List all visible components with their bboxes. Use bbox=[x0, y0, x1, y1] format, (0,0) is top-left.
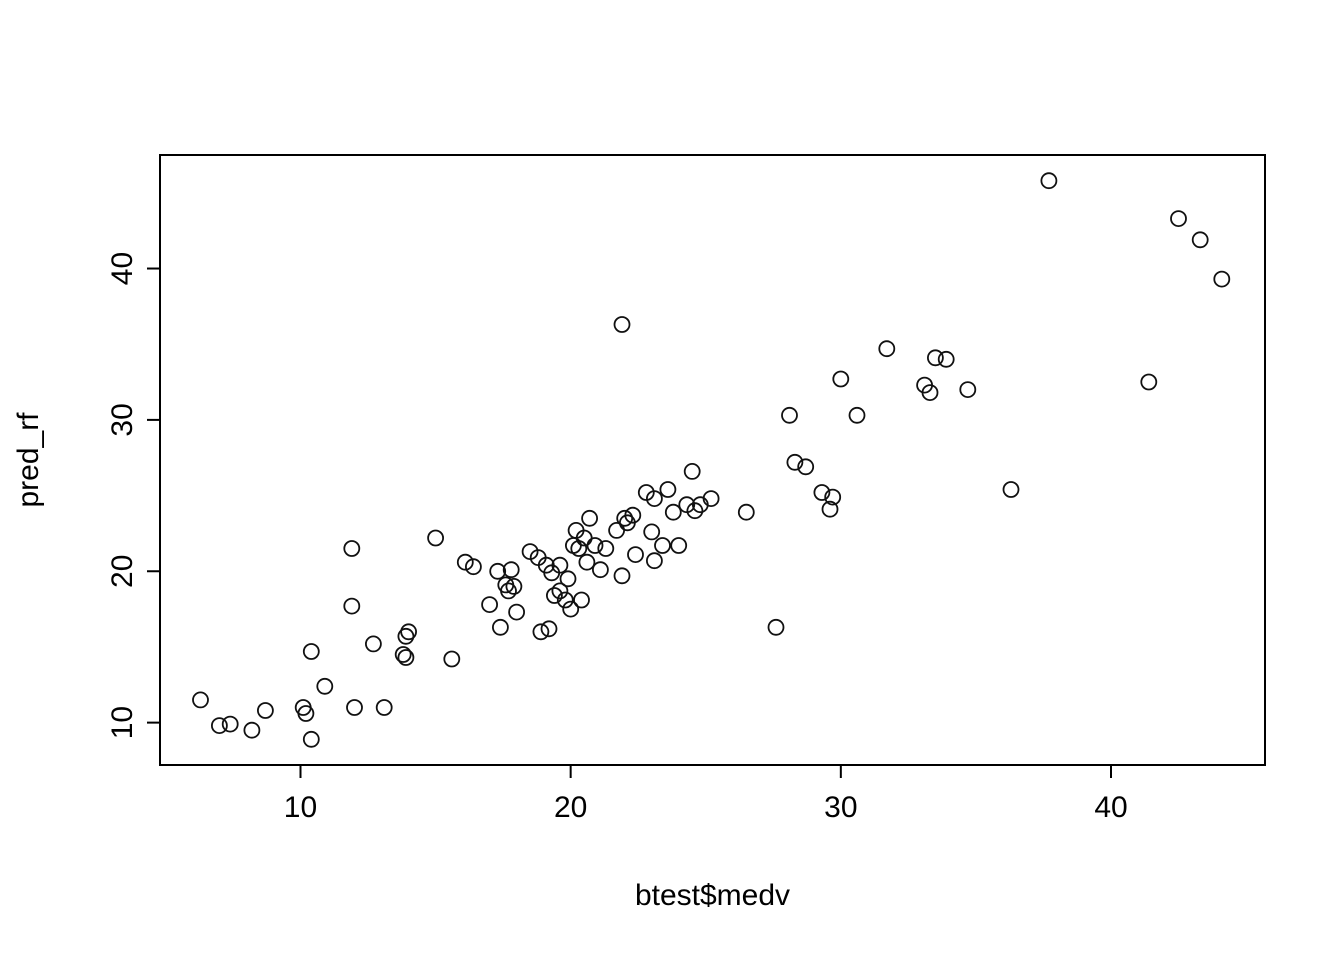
data-point bbox=[824, 488, 842, 506]
data-point bbox=[797, 458, 815, 476]
data-point bbox=[597, 540, 615, 557]
data-point bbox=[643, 523, 661, 541]
data-point bbox=[556, 591, 574, 609]
data-point bbox=[464, 558, 482, 576]
data-point bbox=[540, 620, 558, 638]
data-point bbox=[581, 509, 598, 527]
data-point bbox=[297, 705, 315, 722]
data-point bbox=[192, 691, 209, 709]
data-point bbox=[664, 503, 682, 521]
data-point bbox=[646, 490, 663, 508]
data-point bbox=[624, 506, 642, 524]
plot-border bbox=[159, 154, 1266, 766]
data-point bbox=[613, 567, 631, 585]
data-point bbox=[500, 582, 517, 600]
data-point bbox=[243, 721, 261, 739]
data-point bbox=[397, 649, 415, 666]
x-tick-label: 30 bbox=[824, 791, 857, 824]
data-point bbox=[613, 316, 631, 333]
data-point bbox=[646, 552, 663, 570]
data-point bbox=[302, 643, 320, 660]
data-point bbox=[921, 384, 939, 402]
data-point bbox=[551, 556, 569, 574]
data-point bbox=[546, 587, 563, 604]
data-point bbox=[508, 603, 525, 621]
data-point bbox=[256, 702, 274, 719]
x-tick-label: 20 bbox=[554, 791, 587, 824]
data-point bbox=[532, 623, 550, 641]
data-point bbox=[427, 529, 445, 547]
data-point bbox=[586, 537, 604, 554]
data-point bbox=[505, 578, 523, 595]
data-point bbox=[481, 596, 499, 613]
data-point bbox=[616, 509, 634, 527]
data-point bbox=[397, 627, 415, 645]
data-point bbox=[848, 406, 866, 424]
data-point bbox=[654, 537, 671, 554]
y-tick-label: 10 bbox=[106, 706, 139, 739]
y-tick-label: 40 bbox=[106, 252, 139, 285]
data-point bbox=[1213, 270, 1231, 288]
data-point bbox=[592, 561, 609, 579]
data-point bbox=[1191, 231, 1209, 249]
data-point bbox=[210, 717, 228, 734]
data-point bbox=[562, 600, 580, 618]
data-point bbox=[491, 618, 509, 636]
data-point bbox=[1170, 210, 1187, 228]
data-point bbox=[813, 484, 831, 501]
plot-layer: 10 20 30 40 10 20 30 40 bbox=[106, 154, 1266, 824]
data-point bbox=[659, 481, 677, 498]
data-point bbox=[570, 540, 588, 557]
data-point bbox=[578, 553, 596, 571]
x-tick-label: 40 bbox=[1094, 791, 1127, 824]
data-point bbox=[627, 546, 644, 563]
data-point bbox=[878, 340, 896, 358]
data-point bbox=[683, 462, 701, 480]
data-point bbox=[456, 553, 474, 571]
data-point bbox=[551, 582, 569, 600]
data-point bbox=[959, 381, 977, 399]
x-axis-label: btest$medv bbox=[635, 879, 790, 912]
x-tick-label: 10 bbox=[284, 791, 317, 824]
data-point bbox=[821, 500, 839, 518]
data-point bbox=[781, 406, 798, 424]
data-point bbox=[302, 730, 320, 748]
data-point bbox=[375, 699, 393, 716]
data-point bbox=[686, 502, 704, 520]
y-tick-label: 30 bbox=[106, 403, 139, 436]
data-point bbox=[394, 646, 412, 663]
data-point bbox=[573, 591, 590, 609]
data-point bbox=[786, 453, 804, 471]
data-point bbox=[400, 623, 418, 641]
data-point bbox=[343, 597, 361, 615]
y-tick-label: 20 bbox=[106, 555, 139, 588]
data-point bbox=[364, 635, 382, 653]
data-point bbox=[559, 570, 577, 588]
data-point bbox=[1140, 373, 1158, 391]
data-point bbox=[343, 540, 361, 557]
data-point bbox=[937, 350, 955, 368]
data-point bbox=[489, 562, 507, 580]
data-point bbox=[346, 699, 363, 716]
data-point bbox=[1040, 172, 1058, 190]
data-point bbox=[702, 490, 720, 508]
data-point bbox=[1002, 481, 1020, 498]
data-point bbox=[737, 503, 755, 521]
data-point bbox=[767, 618, 785, 636]
data-point bbox=[316, 677, 334, 695]
data-point bbox=[927, 349, 944, 367]
data-point bbox=[502, 561, 520, 579]
data-point bbox=[443, 650, 461, 668]
data-point bbox=[221, 715, 239, 733]
data-point bbox=[670, 537, 688, 554]
data-point bbox=[832, 370, 850, 388]
y-axis-label: pred_rf bbox=[12, 412, 45, 508]
